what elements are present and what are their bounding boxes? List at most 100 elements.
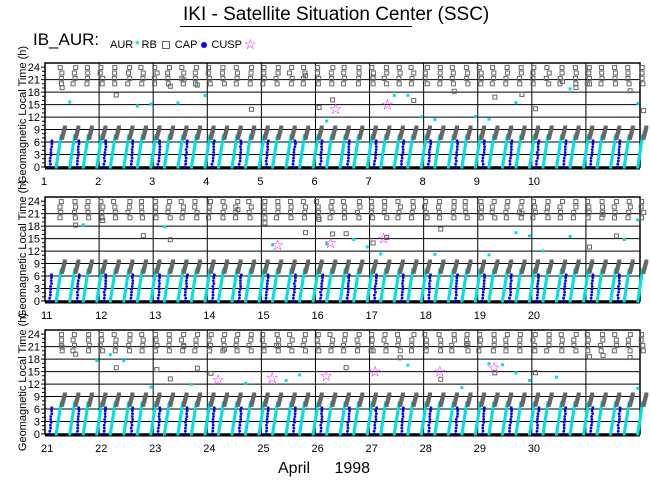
rb-point bbox=[452, 133, 457, 138]
aur-point bbox=[355, 411, 359, 415]
aur-point bbox=[476, 146, 480, 150]
rb-point bbox=[425, 400, 430, 405]
rb-point bbox=[330, 231, 336, 237]
rb-point bbox=[453, 396, 458, 401]
aur-point bbox=[149, 102, 153, 106]
cap-point bbox=[454, 418, 458, 421]
rb-point bbox=[211, 261, 216, 266]
aur-point bbox=[504, 142, 508, 146]
day-label: 30 bbox=[528, 443, 540, 455]
day-label: 3 bbox=[149, 176, 155, 188]
rb-point bbox=[151, 75, 157, 81]
aur-point bbox=[489, 417, 493, 421]
aur-point bbox=[261, 276, 265, 280]
aur-point bbox=[113, 405, 117, 409]
rb-point bbox=[142, 396, 147, 401]
aur-point bbox=[476, 148, 480, 152]
rb-point bbox=[292, 392, 297, 397]
aur-point bbox=[368, 146, 372, 150]
aur-point bbox=[166, 409, 170, 413]
aur-point bbox=[609, 295, 613, 299]
rb-point bbox=[495, 259, 500, 264]
cap-point bbox=[510, 273, 513, 277]
rb-point bbox=[549, 261, 554, 266]
cap-point bbox=[510, 409, 514, 413]
aur-point bbox=[530, 282, 534, 286]
aur-point bbox=[234, 409, 238, 413]
rb-point bbox=[427, 261, 432, 266]
cap-point bbox=[590, 420, 594, 424]
aur-point bbox=[139, 411, 143, 415]
rb-point bbox=[600, 352, 606, 358]
rb-point bbox=[509, 259, 514, 264]
rb-point bbox=[548, 131, 553, 136]
aur-point bbox=[518, 407, 522, 411]
aur-point bbox=[136, 295, 140, 299]
rb-point bbox=[466, 400, 471, 405]
aur-point bbox=[152, 411, 156, 415]
aur-point bbox=[504, 140, 508, 144]
rb-point bbox=[250, 265, 255, 270]
aur-point bbox=[584, 417, 588, 421]
rb-point bbox=[249, 402, 254, 407]
aur-point bbox=[234, 274, 238, 278]
aur-point bbox=[69, 155, 73, 159]
aur-point bbox=[609, 430, 613, 434]
rb-point bbox=[614, 135, 619, 140]
aur-point bbox=[406, 93, 410, 97]
aur-point bbox=[451, 138, 455, 142]
rb-point bbox=[544, 65, 550, 71]
rb-point bbox=[238, 394, 243, 399]
rb-point bbox=[535, 129, 540, 134]
aur-point bbox=[245, 289, 249, 293]
aur-point bbox=[301, 413, 305, 417]
aur-point bbox=[423, 407, 427, 411]
rb-point bbox=[639, 75, 645, 81]
y-tick-label: 24 bbox=[28, 329, 40, 341]
cap-point bbox=[373, 287, 377, 291]
rb-point bbox=[261, 70, 267, 76]
aur-point bbox=[556, 157, 560, 161]
aur-point bbox=[583, 155, 587, 159]
rb-point bbox=[425, 135, 430, 140]
rb-point bbox=[330, 337, 336, 343]
rb-point bbox=[103, 125, 108, 130]
day-label: 1 bbox=[41, 176, 47, 188]
rb-point bbox=[171, 125, 176, 130]
rb-point bbox=[87, 135, 92, 140]
aur-point bbox=[274, 146, 278, 150]
rb-point bbox=[573, 332, 579, 338]
rb-point bbox=[562, 394, 567, 399]
cap-point bbox=[239, 151, 243, 154]
rb-point bbox=[398, 400, 403, 405]
aur-point bbox=[82, 161, 86, 165]
aur-point bbox=[490, 280, 494, 284]
aur-point bbox=[246, 415, 250, 419]
rb-point bbox=[395, 199, 401, 205]
cap-point bbox=[184, 162, 188, 166]
aur-point bbox=[340, 424, 344, 428]
y-tick-label: 18 bbox=[28, 87, 40, 99]
rb-point bbox=[427, 394, 432, 399]
rb-point bbox=[125, 209, 131, 215]
rb-point bbox=[181, 269, 186, 274]
cap-point bbox=[427, 165, 430, 169]
aur-point bbox=[408, 284, 412, 288]
rb-point bbox=[576, 127, 581, 132]
cap-point bbox=[320, 279, 324, 283]
rb-point bbox=[359, 396, 364, 401]
rb-point bbox=[477, 332, 483, 338]
rb-point bbox=[289, 65, 295, 71]
rb-point bbox=[290, 400, 295, 405]
aur-point bbox=[55, 295, 59, 299]
aur-point bbox=[137, 424, 141, 428]
cap-point bbox=[454, 296, 458, 300]
cap-point bbox=[48, 156, 52, 160]
aur-point bbox=[232, 150, 236, 154]
aur-point bbox=[338, 165, 342, 169]
rb-point bbox=[641, 209, 647, 215]
rb-point bbox=[315, 65, 321, 71]
rb-point bbox=[454, 394, 459, 399]
aur-point bbox=[207, 138, 211, 142]
rb-point bbox=[503, 81, 509, 87]
